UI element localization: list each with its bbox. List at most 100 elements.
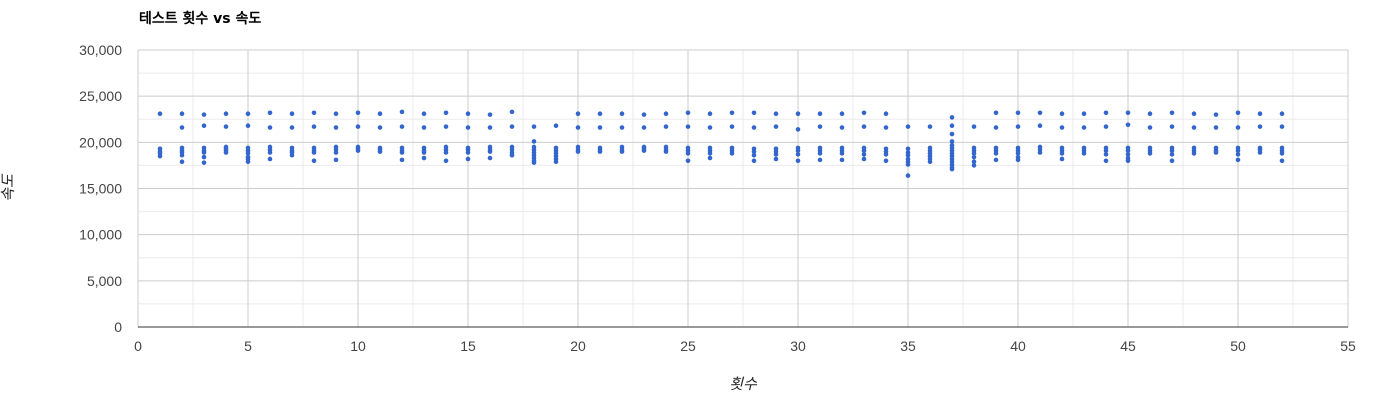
data-point xyxy=(861,124,867,129)
data-point xyxy=(289,111,295,117)
x-tick-label: 50 xyxy=(1230,338,1246,354)
data-point xyxy=(311,158,317,164)
data-point xyxy=(1235,157,1241,163)
data-point xyxy=(399,150,405,155)
data-point xyxy=(795,111,801,117)
data-point xyxy=(311,150,317,155)
data-point xyxy=(487,149,493,154)
data-point xyxy=(157,111,163,117)
data-point xyxy=(905,162,911,167)
data-point xyxy=(1147,111,1153,117)
data-point xyxy=(663,111,669,117)
x-tick-label: 5 xyxy=(244,338,252,354)
data-point xyxy=(443,158,449,164)
data-point xyxy=(1257,111,1263,117)
y-axis-title: 속도 xyxy=(0,173,17,202)
data-point xyxy=(751,158,757,164)
data-point xyxy=(685,151,691,156)
data-point xyxy=(421,155,427,161)
x-tick-label: 20 xyxy=(570,338,586,354)
data-point xyxy=(355,110,361,116)
data-point xyxy=(553,159,559,165)
data-point xyxy=(1235,125,1241,130)
data-point xyxy=(311,110,317,116)
data-point xyxy=(377,149,383,154)
data-point xyxy=(707,151,713,156)
data-point xyxy=(597,111,603,117)
data-point xyxy=(707,125,713,130)
data-point xyxy=(1125,158,1131,164)
data-point xyxy=(883,111,889,117)
data-point xyxy=(949,131,955,137)
data-point xyxy=(1191,111,1197,117)
data-point xyxy=(1235,148,1241,153)
data-point xyxy=(1081,111,1087,117)
data-point xyxy=(333,125,339,130)
data-point xyxy=(201,160,207,165)
data-point xyxy=(201,112,207,117)
data-point xyxy=(971,163,977,168)
data-point xyxy=(1235,110,1241,116)
x-tick-label: 10 xyxy=(350,338,366,354)
data-point xyxy=(773,124,779,129)
data-point xyxy=(751,149,757,154)
data-point xyxy=(311,124,317,129)
data-point xyxy=(839,157,845,163)
data-point xyxy=(399,157,405,163)
y-tick-label: 15,000 xyxy=(79,181,122,197)
data-point xyxy=(795,148,801,153)
data-point xyxy=(1169,124,1175,129)
data-point xyxy=(663,124,669,129)
data-point xyxy=(817,124,823,129)
data-point xyxy=(179,111,185,117)
data-point xyxy=(245,159,251,165)
x-tick-label: 0 xyxy=(134,338,142,354)
data-point xyxy=(707,111,713,117)
data-point xyxy=(773,156,779,162)
data-point xyxy=(949,115,955,120)
data-point xyxy=(421,111,427,117)
data-point xyxy=(861,152,867,157)
data-point xyxy=(509,152,515,158)
data-point xyxy=(685,158,691,164)
data-point xyxy=(553,123,559,129)
data-point xyxy=(971,159,977,165)
data-point xyxy=(1213,112,1219,117)
data-point xyxy=(1125,148,1131,153)
y-tick-label: 0 xyxy=(114,319,122,335)
data-point xyxy=(729,124,735,129)
data-point xyxy=(509,124,515,129)
data-point xyxy=(993,125,999,130)
data-point xyxy=(1191,151,1197,156)
data-point xyxy=(289,125,295,130)
data-points xyxy=(157,109,1285,178)
y-axis-ticks: 0 5,000 10,000 15,000 20,000 25,000 30,000 xyxy=(79,42,122,335)
data-point xyxy=(729,151,735,156)
data-point xyxy=(1169,152,1175,157)
data-point xyxy=(575,125,581,130)
data-point xyxy=(1169,158,1175,164)
x-tick-label: 25 xyxy=(680,338,696,354)
data-point xyxy=(223,124,229,129)
data-point xyxy=(443,110,449,116)
data-point xyxy=(1059,111,1065,117)
data-point xyxy=(1279,124,1285,129)
data-point xyxy=(839,111,845,117)
data-point xyxy=(817,111,823,117)
data-point xyxy=(1257,124,1263,129)
data-point xyxy=(443,150,449,155)
x-tick-label: 15 xyxy=(460,338,476,354)
data-point xyxy=(421,125,427,130)
data-point xyxy=(641,125,647,130)
data-point xyxy=(487,112,493,117)
data-point xyxy=(795,152,801,157)
data-point xyxy=(377,111,383,117)
x-tick-label: 40 xyxy=(1010,338,1026,354)
data-point xyxy=(1015,124,1021,129)
y-tick-label: 20,000 xyxy=(79,134,122,150)
data-point xyxy=(839,125,845,130)
data-point xyxy=(1103,124,1109,129)
data-point xyxy=(399,109,405,115)
data-point xyxy=(355,124,361,129)
data-point xyxy=(1059,151,1065,156)
